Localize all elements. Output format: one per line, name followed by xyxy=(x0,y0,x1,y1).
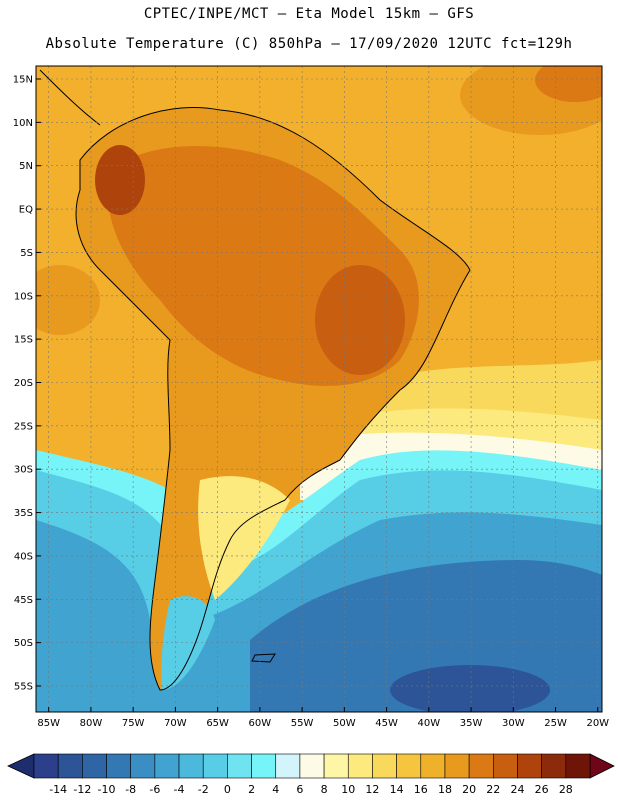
plot-frame xyxy=(35,65,603,713)
colorbar-swatch xyxy=(396,753,422,779)
colorbar-arrow-high xyxy=(589,753,615,779)
lat-label: 55S xyxy=(14,681,33,692)
lon-label: 80W xyxy=(80,718,103,729)
temperature-field xyxy=(36,66,602,712)
lon-label: 65W xyxy=(206,718,229,729)
colorbar: -14 -12 -10 -8 -6 -4 -2 0 2 4 6 8 10 12 14 16 18 20 22 24 26… xyxy=(7,753,615,796)
colorbar-swatch xyxy=(493,753,518,779)
colorbar-label: -10 xyxy=(98,783,116,796)
colorbar-label: 24 xyxy=(510,783,524,796)
colorbar-label: -2 xyxy=(198,783,209,796)
colorbar-label: 20 xyxy=(462,783,476,796)
lat-label: 30S xyxy=(14,465,33,476)
lat-label: 35S xyxy=(14,508,33,519)
lat-label: 10N xyxy=(13,118,33,129)
colorbar-swatch xyxy=(251,753,277,779)
colorbar-swatch xyxy=(178,753,204,779)
hot-core-colombia xyxy=(95,145,145,215)
pacific-warm-tongue xyxy=(36,265,100,335)
lat-label: 20S xyxy=(14,378,33,389)
lon-label: 85W xyxy=(37,718,60,729)
hot-core-central-brazil xyxy=(315,265,405,375)
lon-label: 55W xyxy=(291,718,314,729)
lat-label: 50S xyxy=(14,638,33,649)
colorbar-label: -14 xyxy=(49,783,67,796)
lat-label: 45S xyxy=(14,595,33,606)
colorbar-label: 18 xyxy=(438,783,452,796)
colorbar-label: 16 xyxy=(414,783,428,796)
lon-label: 25W xyxy=(544,718,567,729)
lat-label: 5S xyxy=(20,248,33,259)
patagonia-cold xyxy=(161,596,215,690)
argentina-cool-patch xyxy=(198,476,290,600)
colorbar-label: 22 xyxy=(486,783,500,796)
colorbar-swatch xyxy=(517,753,542,779)
colorbar-swatch xyxy=(420,753,446,779)
lon-label: 60W xyxy=(249,718,272,729)
lon-label: 75W xyxy=(122,718,145,729)
lat-label: EQ xyxy=(19,205,33,216)
colorbar-label: 14 xyxy=(390,783,404,796)
lat-label: 15N xyxy=(13,75,33,86)
colorbar-label: 6 xyxy=(296,783,303,796)
central-america-coast xyxy=(39,69,101,126)
colorbar-arrow-low xyxy=(7,753,35,779)
lon-label: 20W xyxy=(586,718,609,729)
lat-label: 15S xyxy=(14,335,33,346)
longitude-labels: 85W 80W 75W 70W 65W 60W 55W 50W 45W 40W 35W 30W 25W 2… xyxy=(37,707,609,729)
colorbar-label: 0 xyxy=(224,783,231,796)
colorbar-swatch xyxy=(130,753,156,779)
colorbar-swatch xyxy=(468,753,494,779)
colorbar-swatch xyxy=(541,753,567,779)
lat-label: 5N xyxy=(19,161,33,172)
colorbar-swatch xyxy=(82,753,107,779)
lon-label: 50W xyxy=(333,718,356,729)
coastline xyxy=(75,106,471,691)
colorbar-label: 4 xyxy=(272,783,279,796)
title-variable: Absolute Temperature (C) 850hPa – 17/09/… xyxy=(45,36,573,52)
warm-ocean-core xyxy=(535,66,602,102)
colorbar-swatch xyxy=(323,753,349,779)
colorbar-label: -8 xyxy=(125,783,136,796)
colorbar-label: 28 xyxy=(559,783,573,796)
lon-label: 30W xyxy=(502,718,525,729)
falkland-islands xyxy=(251,653,276,663)
colorbar-swatch xyxy=(57,753,83,779)
colorbar-swatch xyxy=(565,753,591,779)
gridlines xyxy=(36,66,602,712)
latitude-labels: 15N 10N 5N EQ 5S 10S 15S 20S 25S 30S 35S 40S 45S 50S 5… xyxy=(13,75,41,692)
lon-label: 70W xyxy=(164,718,187,729)
colorbar-label: 12 xyxy=(365,783,379,796)
lat-label: 25S xyxy=(14,421,33,432)
colorbar-label: -6 xyxy=(149,783,160,796)
cold-core xyxy=(390,665,550,712)
lon-label: 35W xyxy=(460,718,483,729)
colorbar-label: -4 xyxy=(174,783,185,796)
lat-label: 40S xyxy=(14,551,33,562)
colorbar-swatch xyxy=(275,753,301,779)
colorbar-swatch xyxy=(444,753,470,779)
colorbar-swatch xyxy=(227,753,252,779)
colorbar-label: 26 xyxy=(535,783,549,796)
colorbar-swatch xyxy=(33,753,59,779)
lat-label: 10S xyxy=(14,291,33,302)
colorbar-swatch xyxy=(372,753,397,779)
colorbar-label: -12 xyxy=(73,783,91,796)
colorbar-label: 2 xyxy=(248,783,255,796)
lon-label: 40W xyxy=(418,718,441,729)
lon-label: 45W xyxy=(375,718,398,729)
colorbar-swatch xyxy=(154,753,180,779)
colorbar-label: 8 xyxy=(321,783,328,796)
colorbar-swatch xyxy=(202,753,228,779)
title-model: CPTEC/INPE/MCT – Eta Model 15km – GFS xyxy=(143,6,475,22)
colorbar-swatch xyxy=(106,753,131,779)
colorbar-swatch xyxy=(299,753,325,779)
colorbar-label: 10 xyxy=(341,783,355,796)
colorbar-swatch xyxy=(347,753,373,779)
